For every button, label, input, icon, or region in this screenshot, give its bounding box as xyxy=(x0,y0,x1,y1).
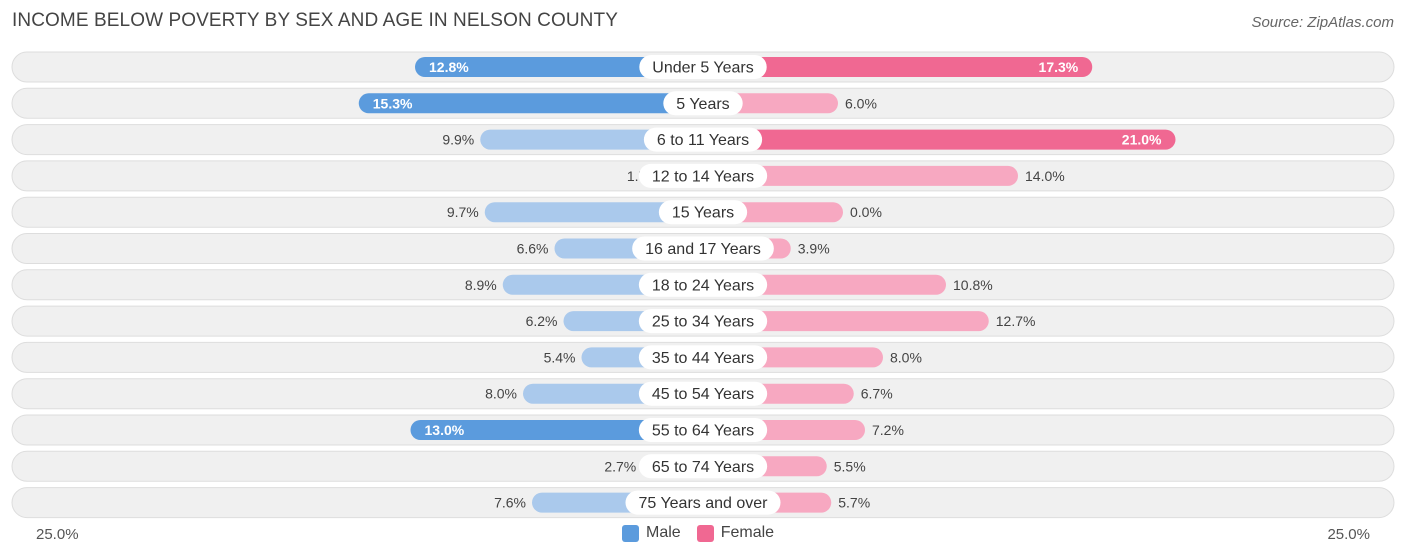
chart-row: 8.0% 6.7% 45 to 54 Years xyxy=(11,378,1395,410)
chart-row: 12.8% 17.3% Under 5 Years xyxy=(11,51,1395,83)
bar-female xyxy=(703,165,1018,186)
chart-row: 5.4% 8.0% 35 to 44 Years xyxy=(11,341,1395,373)
bar-female xyxy=(703,129,1176,150)
chart-row: 9.7% 0.0% 15 Years xyxy=(11,196,1395,228)
value-label-male: 9.9% xyxy=(442,132,474,148)
value-label-female: 7.2% xyxy=(872,422,904,438)
category-pill xyxy=(658,200,748,225)
bar-female xyxy=(703,311,989,332)
category-label: 35 to 44 Years xyxy=(652,350,754,367)
legend-label-male: Male xyxy=(646,524,681,541)
legend-item-male: Male xyxy=(622,524,681,542)
value-label-female: 8.0% xyxy=(890,349,922,365)
legend-swatch-female xyxy=(696,524,714,542)
category-pill xyxy=(638,163,768,188)
value-label-female: 21.0% xyxy=(1122,132,1162,148)
value-label-female: 10.8% xyxy=(953,277,993,293)
category-pill xyxy=(663,91,743,116)
legend-item-female: Female xyxy=(696,524,775,542)
bar-male xyxy=(410,420,703,440)
category-label: 6 to 11 Years xyxy=(657,132,749,149)
chart-row: 15.3% 6.0% 5 Years xyxy=(11,87,1395,119)
legend-swatch-male xyxy=(622,524,639,542)
chart-row: 1.7%14.0%12 to 14 Years xyxy=(11,160,1395,192)
category-label: 18 to 24 Years xyxy=(652,277,754,294)
value-label-female: 14.0% xyxy=(1025,168,1065,184)
category-label: 16 and 17 Years xyxy=(645,241,761,258)
chart-row: 8.9% 10.8% 18 to 24 Years xyxy=(11,269,1395,301)
category-pill xyxy=(638,345,768,370)
chart-source: Source: ZipAtlas.com xyxy=(1251,14,1394,31)
value-label-female: 17.3% xyxy=(1039,59,1079,75)
value-label-female: 5.7% xyxy=(838,495,870,511)
value-label-female: 5.5% xyxy=(834,458,866,474)
category-label: 65 to 74 Years xyxy=(652,459,754,476)
bar-male xyxy=(415,57,703,77)
value-label-male: 13.0% xyxy=(425,422,465,438)
chart-row: 7.6% 5.7% 75 Years and over xyxy=(11,487,1395,519)
category-pill xyxy=(639,55,767,79)
legend: Male Female xyxy=(622,524,790,542)
category-label: 12 to 14 Years xyxy=(652,168,754,185)
value-label-male: 6.6% xyxy=(517,241,549,257)
value-label-male: 5.4% xyxy=(544,349,576,365)
chart-row: 6.2% 12.7% 25 to 34 Years xyxy=(11,305,1395,337)
value-label-male: 15.3% xyxy=(373,95,413,111)
value-label-female: 12.7% xyxy=(996,313,1036,329)
value-label-male: 12.8% xyxy=(429,59,469,75)
category-pill xyxy=(638,381,768,406)
value-label-male: 2.7% xyxy=(604,458,636,474)
bar-male xyxy=(358,93,703,114)
chart-row: 6.6% 3.9% 16 and 17 Years xyxy=(11,233,1395,264)
axis-right-label: 25.0% xyxy=(1327,526,1370,543)
axis-left-label: 25.0% xyxy=(36,526,79,543)
bar-female xyxy=(703,57,1093,77)
value-label-male: 7.6% xyxy=(494,495,526,511)
value-label-male: 8.9% xyxy=(465,277,497,293)
value-label-male: 9.7% xyxy=(447,204,479,220)
category-pill xyxy=(643,127,763,152)
category-pill xyxy=(638,454,768,479)
category-pill xyxy=(638,418,768,442)
value-label-female: 3.9% xyxy=(798,241,830,257)
value-label-female: 6.7% xyxy=(861,386,893,402)
category-pill xyxy=(638,272,768,297)
category-label: Under 5 Years xyxy=(652,60,753,77)
chart-title: INCOME BELOW POVERTY BY SEX AND AGE IN N… xyxy=(12,10,618,31)
category-label: 75 Years and over xyxy=(639,495,769,512)
chart-row: 9.9% 21.0% 6 to 11 Years xyxy=(11,124,1395,156)
legend-label-female: Female xyxy=(720,524,775,541)
category-pill xyxy=(632,236,774,261)
value-label-female: 6.0% xyxy=(845,95,877,111)
category-label: 45 to 54 Years xyxy=(652,386,754,403)
bar-male xyxy=(484,202,703,223)
category-pill xyxy=(638,309,768,334)
value-label-female: 0.0% xyxy=(850,204,882,220)
category-label: 25 to 34 Years xyxy=(652,314,754,331)
category-label: 15 Years xyxy=(672,205,734,222)
category-label: 5 Years xyxy=(676,96,729,113)
category-label: 55 to 64 Years xyxy=(652,423,754,440)
value-label-male: 8.0% xyxy=(485,386,517,402)
chart-row: 2.7% 5.5% 65 to 74 Years xyxy=(11,450,1395,482)
category-pill xyxy=(625,490,781,515)
chart-row: 13.0% 7.2% 55 to 64 Years xyxy=(11,414,1395,446)
value-label-male: 6.2% xyxy=(526,313,558,329)
